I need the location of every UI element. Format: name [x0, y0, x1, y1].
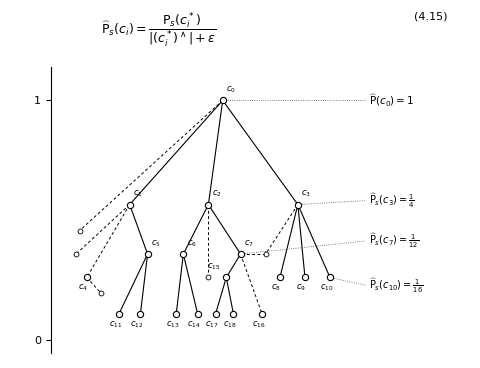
Text: $\widehat{\mathrm{P}}_s(c_3) = \frac{1}{4}$: $\widehat{\mathrm{P}}_s(c_3) = \frac{1}{… [369, 191, 414, 210]
Text: $\widehat{\mathrm{P}}(c_0) = 1$: $\widehat{\mathrm{P}}(c_0) = 1$ [369, 92, 414, 109]
Text: $c_5$: $c_5$ [151, 238, 161, 249]
Text: $c_8$: $c_8$ [271, 283, 281, 293]
Text: $\widehat{\mathrm{P}}_s(c_i) = \dfrac{\mathrm{P}_s(c_i^*)}{|(c_i^*)^\wedge| + \e: $\widehat{\mathrm{P}}_s(c_i) = \dfrac{\m… [101, 11, 216, 50]
Text: $c_{15}$: $c_{15}$ [207, 262, 220, 272]
Text: $c_{11}$: $c_{11}$ [108, 319, 122, 330]
Text: $c_2$: $c_2$ [212, 189, 221, 199]
Text: $\widehat{\mathrm{P}}_s(c_7) = \frac{1}{12}$: $\widehat{\mathrm{P}}_s(c_7) = \frac{1}{… [369, 232, 419, 250]
Text: $c_{16}$: $c_{16}$ [251, 319, 265, 330]
Text: $c_{17}$: $c_{17}$ [205, 319, 218, 330]
Text: $\widehat{\mathrm{P}}_s(c_{10}) = \frac{1}{16}$: $\widehat{\mathrm{P}}_s(c_{10}) = \frac{… [369, 276, 423, 295]
Text: (4.15): (4.15) [413, 11, 446, 21]
Text: $c_0$: $c_0$ [226, 85, 236, 95]
Text: $c_4$: $c_4$ [78, 283, 88, 293]
Text: $c_{10}$: $c_{10}$ [319, 283, 333, 293]
Text: $c_1$: $c_1$ [133, 189, 143, 199]
Text: $c_{18}$: $c_{18}$ [223, 319, 236, 330]
Text: $c_{14}$: $c_{14}$ [187, 319, 201, 330]
Text: $c_9$: $c_9$ [296, 283, 306, 293]
Text: $c_{13}$: $c_{13}$ [166, 319, 179, 330]
Text: $c_6$: $c_6$ [187, 238, 196, 249]
Text: $c_3$: $c_3$ [301, 189, 311, 199]
Text: $c_7$: $c_7$ [244, 238, 253, 249]
Text: $c_{12}$: $c_{12}$ [130, 319, 143, 330]
